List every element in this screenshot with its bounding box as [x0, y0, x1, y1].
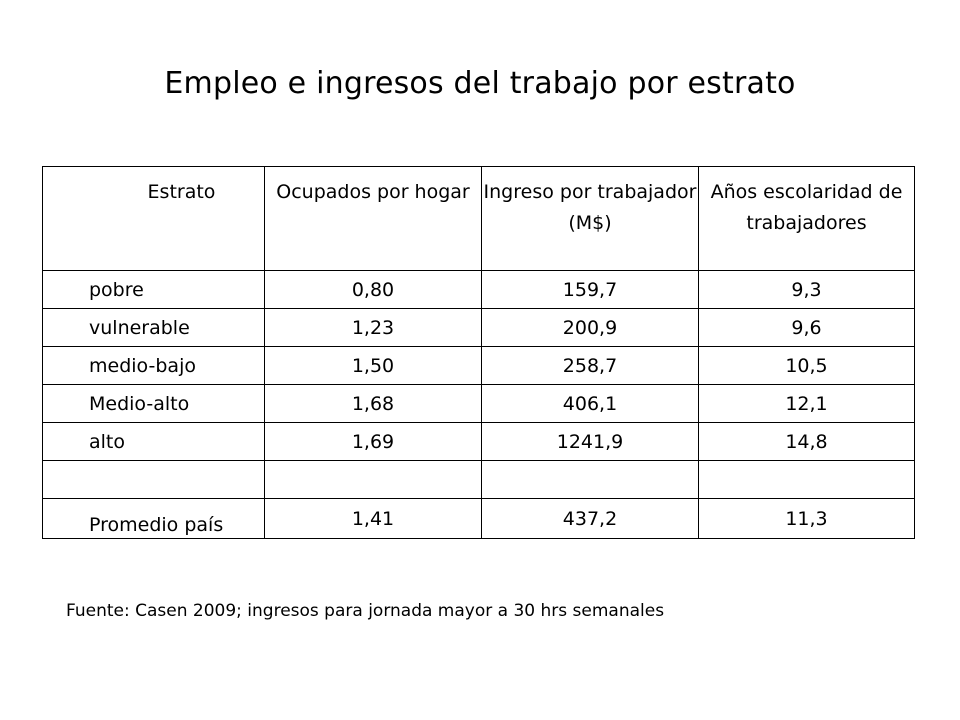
cell-ocupados: 0,80	[264, 270, 482, 309]
cell-ocupados: 1,23	[264, 308, 482, 347]
cell-estrato: Promedio país	[42, 498, 265, 539]
cell-ingreso	[481, 460, 699, 499]
header-estrato: Estrato	[42, 166, 265, 271]
cell-escolaridad: 11,3	[698, 498, 915, 539]
income-table: Estrato Ocupados por hogar Ingreso por t…	[42, 166, 915, 539]
cell-ocupados: 1,69	[264, 422, 482, 461]
cell-escolaridad	[698, 460, 915, 499]
table-row: alto 1,69 1241,9 14,8	[42, 422, 915, 461]
table-row: pobre 0,80 159,7 9,3	[42, 270, 915, 309]
source-note: Fuente: Casen 2009; ingresos para jornad…	[66, 601, 665, 621]
cell-estrato: alto	[42, 422, 265, 461]
header-escolaridad: Años escolaridad de trabajadores	[698, 166, 915, 271]
table-row-average: Promedio país 1,41 437,2 11,3	[42, 498, 915, 539]
cell-estrato: medio-bajo	[42, 346, 265, 385]
cell-escolaridad: 10,5	[698, 346, 915, 385]
cell-ocupados: 1,41	[264, 498, 482, 539]
slide-title: Empleo e ingresos del trabajo por estrat…	[164, 66, 796, 101]
cell-escolaridad: 9,3	[698, 270, 915, 309]
cell-ocupados: 1,68	[264, 384, 482, 423]
cell-estrato: pobre	[42, 270, 265, 309]
header-ocupados: Ocupados por hogar	[264, 166, 482, 271]
cell-escolaridad: 12,1	[698, 384, 915, 423]
cell-estrato: Medio-alto	[42, 384, 265, 423]
cell-estrato: vulnerable	[42, 308, 265, 347]
table-row-empty	[42, 460, 915, 499]
cell-estrato	[42, 460, 265, 499]
cell-ingreso: 1241,9	[481, 422, 699, 461]
table-row: medio-bajo 1,50 258,7 10,5	[42, 346, 915, 385]
cell-ocupados: 1,50	[264, 346, 482, 385]
cell-ingreso: 200,9	[481, 308, 699, 347]
cell-escolaridad: 9,6	[698, 308, 915, 347]
cell-ingreso: 159,7	[481, 270, 699, 309]
table-row: Medio-alto 1,68 406,1 12,1	[42, 384, 915, 423]
cell-escolaridad: 14,8	[698, 422, 915, 461]
table-row: vulnerable 1,23 200,9 9,6	[42, 308, 915, 347]
cell-ocupados	[264, 460, 482, 499]
cell-ingreso: 406,1	[481, 384, 699, 423]
cell-ingreso: 258,7	[481, 346, 699, 385]
cell-ingreso: 437,2	[481, 498, 699, 539]
header-ingreso: Ingreso por trabajador (M$)	[481, 166, 699, 271]
table-header-row: Estrato Ocupados por hogar Ingreso por t…	[42, 166, 915, 271]
